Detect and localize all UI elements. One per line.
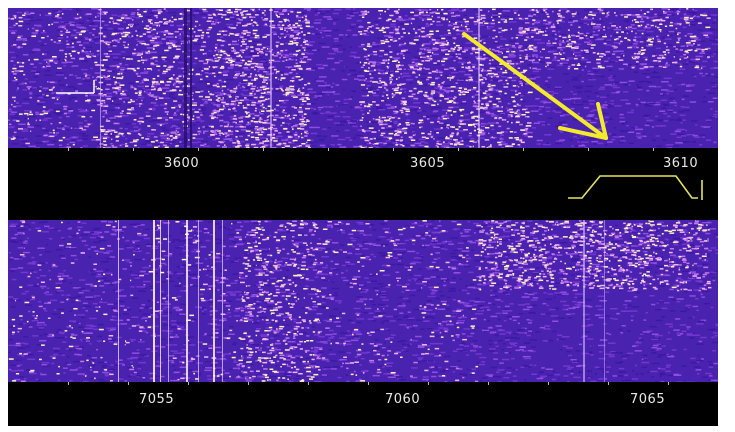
- tick: [523, 148, 524, 151]
- tick: [68, 382, 69, 385]
- frequency-scale-top: 3600 3605 3610: [8, 148, 718, 220]
- frequency-label: 7060: [385, 392, 421, 407]
- tick: [653, 148, 654, 151]
- waterfall-display[interactable]: 3600 3605 3610 7055 7060 7065: [8, 8, 718, 426]
- waterfall-bottom-7055khz[interactable]: [8, 220, 718, 382]
- tick: [308, 382, 309, 385]
- waterfall-bottom-canvas: [8, 220, 718, 382]
- tick: [428, 382, 429, 385]
- tick: [328, 148, 329, 151]
- tick: [393, 148, 394, 151]
- tick: [548, 382, 549, 385]
- tick: [458, 148, 459, 151]
- tick: [368, 382, 369, 385]
- frequency-label: 3610: [663, 156, 699, 171]
- tick: [128, 382, 129, 385]
- tick: [488, 382, 489, 385]
- waterfall-top-canvas: [8, 8, 718, 148]
- tick: [248, 382, 249, 385]
- tick: [198, 148, 199, 151]
- tick: [588, 148, 589, 151]
- tick: [668, 382, 669, 385]
- tick: [188, 382, 189, 385]
- tick: [68, 148, 69, 151]
- waterfall-top-3600khz[interactable]: [8, 8, 718, 148]
- tick: [608, 382, 609, 385]
- tick: [133, 148, 134, 151]
- tick: [263, 148, 264, 151]
- frequency-label: 3605: [410, 156, 446, 171]
- filter-passband-icon[interactable]: [8, 148, 718, 220]
- frequency-label: 7065: [630, 392, 666, 407]
- frequency-label: 3600: [164, 156, 200, 171]
- frequency-label: 7055: [139, 392, 175, 407]
- frequency-scale-bottom: 7055 7060 7065: [8, 382, 718, 426]
